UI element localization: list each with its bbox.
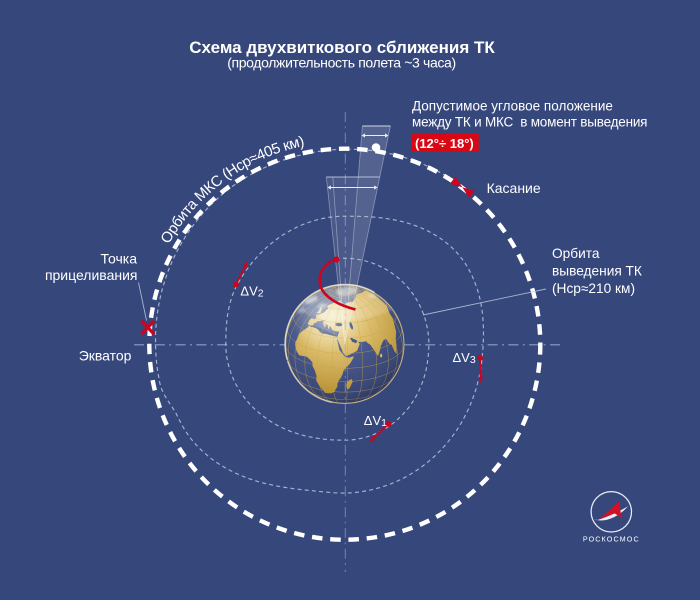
- svg-text:ΔV2: ΔV2: [240, 284, 263, 300]
- svg-text:Орбита: Орбита: [552, 246, 600, 261]
- svg-text:Экватор: Экватор: [79, 348, 132, 364]
- svg-text:ΔV1: ΔV1: [364, 413, 387, 429]
- svg-text:Точка: Точка: [101, 251, 138, 267]
- svg-text:прицеливания: прицеливания: [45, 267, 138, 283]
- svg-text:между ТК и МКС в момент вывед: между ТК и МКС в момент выведения: [412, 115, 647, 130]
- svg-text:выведения ТК: выведения ТК: [552, 264, 642, 279]
- svg-text:(12°÷ 18°): (12°÷ 18°): [415, 136, 474, 151]
- svg-text:(Нср≈210 км): (Нср≈210 км): [552, 281, 635, 296]
- svg-text:Касание: Касание: [487, 180, 541, 196]
- svg-text:ΔV3: ΔV3: [453, 350, 476, 366]
- svg-text:РОСКОСМОС: РОСКОСМОС: [583, 535, 640, 544]
- svg-text:Допустимое угловое положение: Допустимое угловое положение: [412, 99, 613, 114]
- svg-text:Схема двухвиткового сближения: Схема двухвиткового сближения ТК: [189, 38, 495, 57]
- svg-text:(продолжительность полета ~3 ч: (продолжительность полета ~3 часа): [227, 55, 456, 71]
